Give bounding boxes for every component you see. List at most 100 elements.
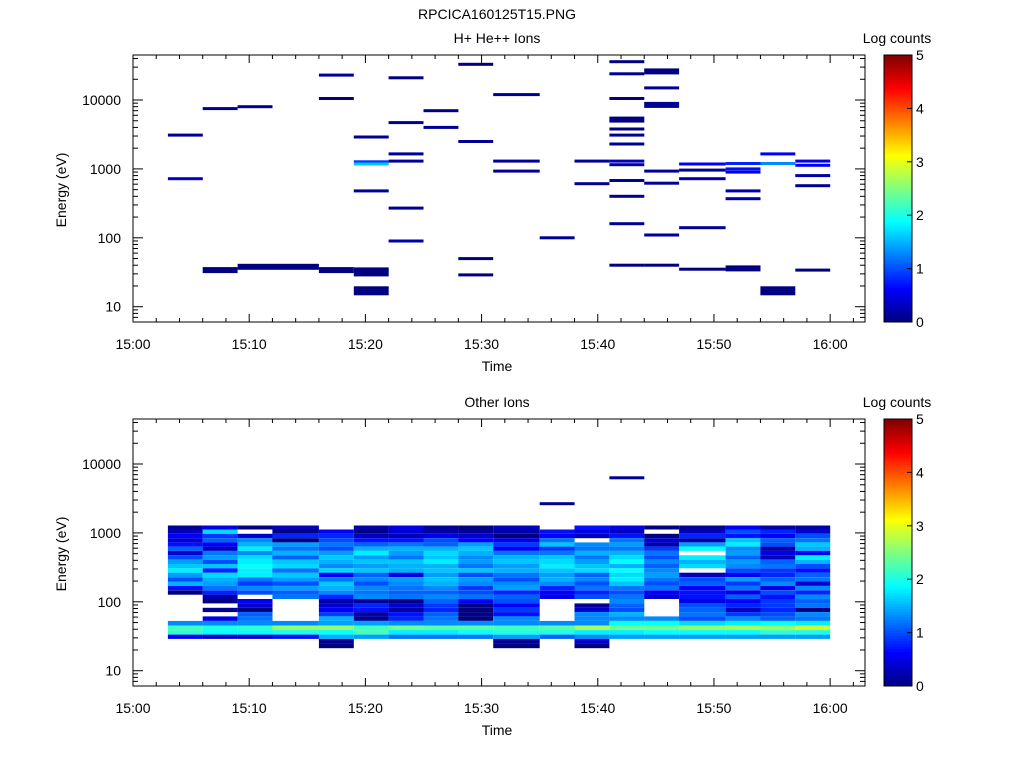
panel-subtitle: H+ He++ Ions — [454, 30, 541, 46]
heatmap-cell — [353, 546, 389, 551]
heatmap-cell — [202, 572, 238, 578]
heatmap-cell — [458, 607, 494, 613]
heatmap-cell — [202, 267, 238, 274]
heatmap-cell — [795, 174, 831, 178]
heatmap-cell — [237, 555, 273, 560]
colorbar-segment — [884, 137, 912, 141]
colorbar-segment — [884, 680, 912, 684]
heatmap-cell — [167, 525, 203, 530]
heatmap-cell — [388, 525, 424, 530]
x-tick-label: 15:40 — [580, 336, 615, 352]
heatmap-cell — [493, 594, 540, 599]
heatmap-cell — [725, 568, 761, 573]
colorbar-segment — [884, 517, 912, 521]
colorbar-segment — [884, 453, 912, 457]
heatmap-cell — [679, 577, 726, 582]
colorbar-segment — [884, 81, 912, 85]
heatmap-cell — [795, 529, 831, 534]
heatmap-cell — [679, 168, 726, 172]
colorbar-segment — [884, 319, 912, 323]
colorbar-segment — [884, 84, 912, 88]
colorbar-segment — [884, 225, 912, 229]
heatmap-cell — [167, 542, 203, 547]
y-tick-label: 100 — [98, 230, 122, 246]
colorbar-segment — [884, 108, 912, 112]
y-tick-label: 100 — [98, 594, 122, 610]
heatmap-cell — [644, 101, 680, 108]
colorbar-segment — [884, 421, 912, 425]
colorbar-segment — [884, 427, 912, 431]
heatmap-cell — [167, 630, 203, 635]
heatmap-cell — [493, 159, 540, 163]
heatmap-cell — [574, 625, 610, 631]
heatmap-cell — [388, 585, 424, 591]
y-axis-label: Energy (eV) — [53, 517, 69, 592]
colorbar-segment — [884, 501, 912, 505]
heatmap-cell — [202, 599, 238, 604]
colorbar-segment — [884, 584, 912, 588]
heatmap-cell — [388, 564, 424, 569]
colorbar-segment — [884, 443, 912, 447]
heatmap-cell — [493, 630, 540, 635]
heatmap-cell — [760, 581, 796, 586]
heatmap-cell — [167, 550, 203, 556]
heatmap-cell — [574, 643, 610, 649]
colorbar-tick-label: 3 — [916, 518, 924, 534]
heatmap-cell — [679, 546, 726, 551]
heatmap-cell — [609, 194, 645, 198]
heatmap-cell — [202, 525, 238, 530]
x-axis-label: Time — [482, 722, 513, 738]
heatmap-cell — [574, 577, 610, 582]
heatmap-cell — [167, 572, 203, 578]
heatmap-cell — [202, 529, 238, 534]
heatmap-cell — [725, 564, 761, 569]
colorbar-segment — [884, 520, 912, 524]
x-tick-label: 15:00 — [115, 336, 150, 352]
heatmap-cell — [318, 564, 354, 569]
heatmap-cell — [318, 577, 354, 582]
colorbar-tick-label: 0 — [916, 678, 924, 694]
heatmap-cell — [679, 559, 726, 564]
heatmap-cell — [574, 568, 610, 573]
colorbar-segment — [884, 297, 912, 302]
heatmap-cell — [493, 603, 540, 608]
colorbar-segment — [884, 429, 912, 433]
heatmap-cell — [237, 568, 273, 573]
heatmap-cell — [760, 599, 796, 604]
heatmap-cell — [388, 620, 424, 626]
colorbar-segment — [884, 92, 912, 96]
colorbar-segment — [884, 600, 912, 604]
colorbar-segment — [884, 499, 912, 503]
heatmap-cell — [423, 533, 459, 539]
heatmap-cell — [644, 585, 680, 591]
heatmap-cell — [423, 546, 459, 551]
heatmap-cell — [272, 625, 319, 631]
heatmap-cell — [272, 546, 319, 551]
colorbar-segment — [884, 63, 912, 67]
colorbar-segment — [884, 536, 912, 540]
heatmap-cell — [644, 590, 680, 595]
axes: 15:00 15:10 15:20 15:30 15:40 15:50 16:00 10 100… — [82, 54, 866, 352]
heatmap-cell — [388, 550, 424, 556]
heatmap-cells — [167, 476, 831, 649]
heatmap-cell — [760, 533, 796, 539]
colorbar-tick-label: 5 — [916, 47, 924, 63]
heatmap-cell — [493, 599, 540, 604]
heatmap-cell — [679, 634, 726, 639]
heatmap-cell — [609, 97, 645, 100]
heatmap-cell — [272, 590, 319, 595]
heatmap-cell — [493, 533, 540, 539]
heatmap-cell — [644, 630, 680, 635]
colorbar-segment — [884, 659, 912, 663]
heatmap-cell — [423, 616, 459, 621]
heatmap-cell — [725, 585, 761, 591]
heatmap-cell — [423, 585, 459, 591]
heatmap-cell — [493, 550, 540, 556]
heatmap-cell — [679, 572, 726, 578]
colorbar-segment — [884, 97, 912, 101]
heatmap-cell — [574, 533, 610, 539]
heatmap-cell — [574, 564, 610, 569]
heatmap-cell — [388, 533, 424, 539]
heatmap-cell — [272, 581, 319, 586]
heatmap-cell — [388, 542, 424, 547]
